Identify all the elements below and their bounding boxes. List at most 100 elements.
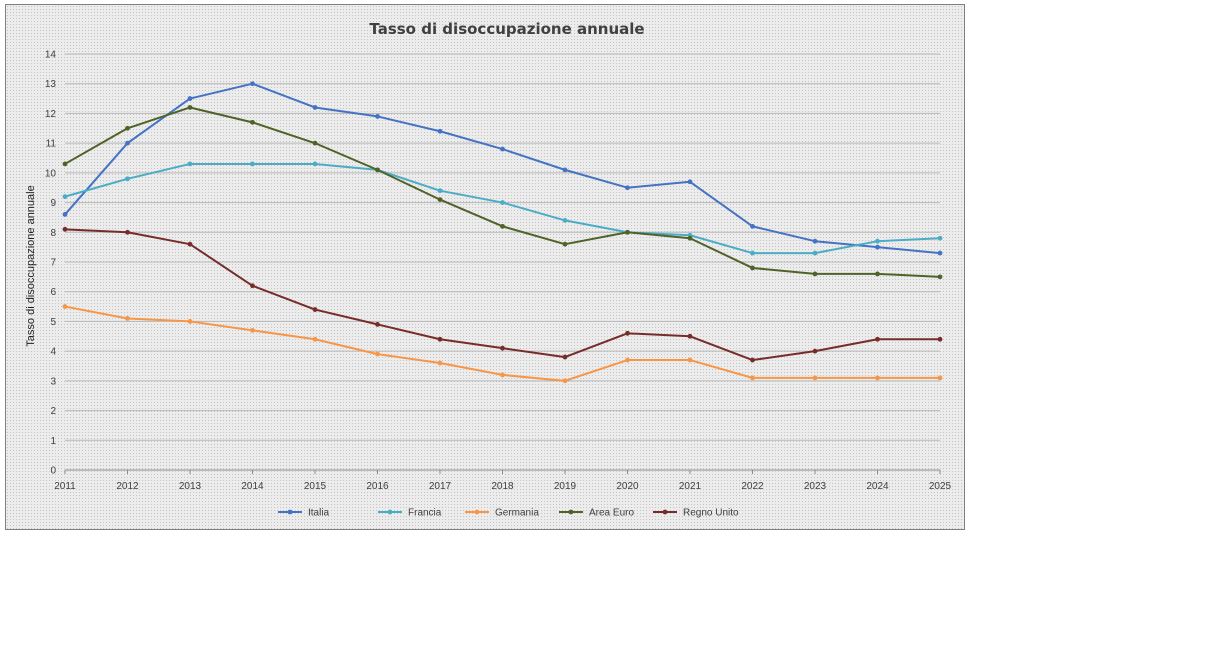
x-tick-label: 2016 [366, 481, 389, 492]
data-point [812, 348, 818, 354]
data-point [125, 229, 130, 235]
y-tick-label: 3 [50, 376, 56, 387]
legend-item-francia: Francia [378, 508, 442, 519]
data-point [875, 244, 880, 250]
data-point [937, 250, 943, 256]
data-point [625, 185, 630, 191]
data-point [500, 372, 505, 378]
data-point [125, 140, 130, 146]
data-point [125, 316, 130, 321]
data-point [187, 105, 193, 110]
data-point [62, 161, 68, 167]
legend-marker [387, 509, 393, 515]
data-point [875, 271, 880, 277]
series-regno-unito [62, 226, 943, 363]
data-point [812, 238, 818, 244]
data-point [750, 250, 755, 256]
data-point [375, 351, 380, 357]
data-point [937, 274, 943, 280]
y-tick-label: 5 [50, 317, 56, 328]
data-point [375, 167, 380, 173]
data-point [312, 307, 318, 312]
data-point [750, 265, 755, 271]
legend-marker [568, 509, 574, 515]
data-point [625, 229, 630, 235]
data-point [125, 125, 130, 131]
data-point [312, 161, 318, 167]
series-italia [62, 81, 943, 256]
data-point [250, 119, 255, 125]
data-point [125, 176, 130, 182]
data-point [187, 161, 193, 167]
data-point [687, 179, 693, 185]
data-point [625, 330, 630, 336]
x-tick-label: 2023 [804, 481, 827, 492]
legend: Italia Francia Germania Area Euro Regno Unit… [278, 508, 739, 519]
legend-item-italia: Italia [278, 508, 330, 519]
series-area-euro [62, 105, 943, 280]
data-point [812, 375, 818, 381]
y-tick-label: 12 [45, 109, 57, 120]
x-tick-label: 2012 [116, 481, 139, 492]
data-point [500, 223, 505, 229]
data-point [437, 188, 443, 194]
y-axis-label: Tasso di disoccupazione annuale [25, 185, 37, 346]
y-tick-label: 0 [50, 466, 56, 477]
data-point [562, 218, 568, 223]
data-point [62, 194, 68, 200]
data-point [500, 146, 505, 152]
x-tick-label: 2018 [491, 481, 514, 492]
data-point [937, 235, 943, 241]
legend-label: Francia [408, 508, 442, 519]
y-tick-label: 10 [45, 168, 57, 179]
data-point [250, 327, 255, 333]
y-tick-label: 7 [50, 258, 56, 269]
data-point [437, 360, 443, 366]
data-point [875, 336, 880, 342]
series-germania [62, 304, 943, 384]
data-point [812, 271, 818, 277]
data-point [750, 357, 755, 363]
data-point [250, 81, 255, 87]
data-point [62, 212, 68, 217]
gridlines [65, 53, 940, 471]
data-point [437, 336, 443, 342]
data-point [687, 235, 693, 241]
y-tick-label: 13 [45, 79, 57, 90]
data-point [187, 319, 193, 324]
legend-item-regno-unito: Regno Unito [653, 508, 739, 519]
data-point [250, 161, 255, 167]
x-tick-label: 2025 [929, 481, 952, 492]
data-point [250, 283, 255, 289]
y-tick-label: 1 [50, 436, 56, 447]
data-point [187, 241, 193, 247]
line-chart: Tasso di disoccupazione annuale 01234567… [25, 20, 952, 519]
data-point [750, 375, 755, 381]
data-point [937, 375, 943, 381]
data-point [187, 96, 193, 101]
y-tick-label: 9 [50, 198, 56, 209]
legend-label: Germania [495, 508, 539, 519]
data-point [312, 140, 318, 146]
y-tick-label: 6 [50, 287, 56, 298]
x-tick-label: 2021 [679, 481, 702, 492]
legend-item-germania: Germania [465, 508, 539, 519]
x-tick-label: 2024 [866, 481, 889, 492]
data-point [437, 197, 443, 203]
data-point [750, 223, 755, 229]
series-lines [62, 81, 943, 384]
data-point [312, 105, 318, 110]
x-tick-label: 2020 [616, 481, 639, 492]
data-point [562, 241, 568, 247]
chart-title: Tasso di disoccupazione annuale [369, 20, 644, 38]
data-point [937, 336, 943, 342]
x-tick-label: 2013 [179, 481, 202, 492]
x-axis: 2011 2012 2013 2014 2015 2016 2017 2018 2019 2020… [54, 470, 952, 492]
data-point [62, 226, 68, 232]
data-point [875, 238, 880, 244]
series-line [64, 106, 941, 278]
data-point [500, 345, 505, 351]
data-point [562, 354, 568, 360]
data-point [812, 250, 818, 256]
